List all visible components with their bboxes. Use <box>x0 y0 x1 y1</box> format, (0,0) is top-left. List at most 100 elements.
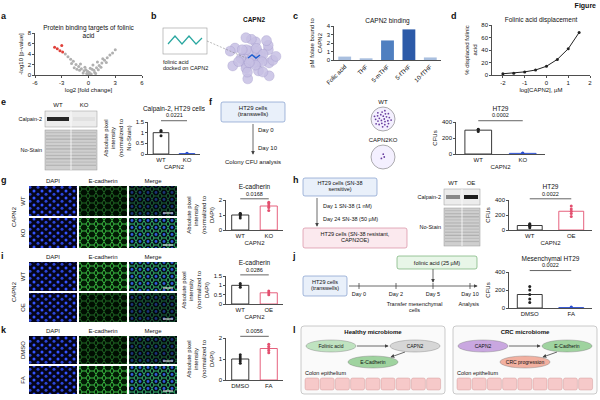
svg-text:8: 8 <box>28 30 32 36</box>
svg-text:1: 1 <box>141 130 145 136</box>
svg-text:5-mTHF: 5-mTHF <box>371 63 391 83</box>
svg-text:FA: FA <box>20 376 26 383</box>
svg-text:CAPN2: CAPN2 <box>244 314 265 320</box>
svg-text:200: 200 <box>495 287 506 293</box>
svg-text:0.0002: 0.0002 <box>492 112 509 118</box>
svg-text:Healthy microbiome: Healthy microbiome <box>344 329 402 335</box>
svg-text:Protein binding targets of fol: Protein binding targets of folinicacid <box>43 24 134 39</box>
svg-text:DAPI: DAPI <box>46 328 60 334</box>
svg-text:0: 0 <box>485 72 489 78</box>
svg-text:4: 4 <box>28 51 32 57</box>
svg-text:CAPN2: CAPN2 <box>475 343 492 349</box>
svg-text:Day 10: Day 10 <box>461 291 478 297</box>
svg-text:E-cadherin: E-cadherin <box>88 254 117 260</box>
svg-text:-3: -3 <box>59 80 65 86</box>
svg-text:Absolute pixelintensity(normal: Absolute pixelintensity(normalized toDAP… <box>186 195 215 234</box>
svg-text:Colon epithelium: Colon epithelium <box>457 370 498 376</box>
svg-text:1: 1 <box>219 212 223 218</box>
svg-text:Mesenchymal HT29: Mesenchymal HT29 <box>522 255 580 263</box>
svg-text:HT29: HT29 <box>493 105 509 112</box>
svg-text:0.0022: 0.0022 <box>542 191 559 197</box>
svg-text:Folic acid: Folic acid <box>325 64 347 86</box>
svg-text:3: 3 <box>114 80 118 86</box>
svg-text:80: 80 <box>481 22 488 28</box>
svg-text:HT29: HT29 <box>543 183 559 190</box>
svg-text:DAPI: DAPI <box>46 254 60 260</box>
svg-text:DMSO: DMSO <box>521 311 539 317</box>
svg-text:folinic aciddocked on CAPN2: folinic aciddocked on CAPN2 <box>163 59 208 71</box>
svg-text:KO: KO <box>518 157 527 163</box>
svg-text:-6: -6 <box>32 80 38 86</box>
svg-text:1.5: 1.5 <box>214 273 223 279</box>
svg-text:pM folate bound toCAPN2: pM folate bound toCAPN2 <box>309 17 323 67</box>
svg-text:6: 6 <box>140 80 144 86</box>
svg-text:400: 400 <box>495 269 506 275</box>
svg-text:200: 200 <box>495 212 506 218</box>
svg-text:log2 [fold change]: log2 [fold change] <box>65 87 113 93</box>
svg-text:0: 0 <box>219 301 223 307</box>
svg-text:WT: WT <box>53 102 63 108</box>
svg-text:DMSO: DMSO <box>20 341 26 359</box>
svg-text:CAPN2: CAPN2 <box>540 240 561 246</box>
svg-text:OE: OE <box>467 180 476 186</box>
svg-text:b: b <box>151 11 157 21</box>
svg-text:No-Stain: No-Stain <box>21 147 42 153</box>
svg-text:k: k <box>1 325 7 335</box>
svg-text:0.5: 0.5 <box>136 140 145 146</box>
svg-text:0: 0 <box>502 227 506 233</box>
svg-text:E-cadherin: E-cadherin <box>239 183 271 190</box>
svg-text:0: 0 <box>219 227 223 233</box>
svg-text:Analysis: Analysis <box>459 301 480 307</box>
svg-text:HT29 cells (SN-38 resistant,CA: HT29 cells (SN-38 resistant,CAPN2OE) <box>321 231 390 243</box>
svg-text:0.5: 0.5 <box>214 292 223 298</box>
svg-text:KO: KO <box>264 233 273 239</box>
svg-text:OE: OE <box>567 233 576 239</box>
svg-text:Colon epithelium: Colon epithelium <box>305 370 346 376</box>
svg-text:0: 0 <box>141 151 145 157</box>
svg-text:g: g <box>1 175 7 185</box>
svg-text:Figure: Figure <box>575 2 596 10</box>
svg-text:CAPN2KO: CAPN2KO <box>369 137 398 143</box>
svg-text:1: 1 <box>327 49 331 55</box>
svg-text:Calpain-2: Calpain-2 <box>18 116 42 122</box>
svg-text:1: 1 <box>219 282 223 288</box>
svg-text:WT: WT <box>474 157 484 163</box>
svg-text:WT: WT <box>525 233 535 239</box>
svg-text:Merge: Merge <box>144 254 162 260</box>
svg-text:1: 1 <box>219 356 223 362</box>
svg-text:KO: KO <box>80 102 89 108</box>
svg-text:400: 400 <box>442 119 453 125</box>
svg-text:KO: KO <box>20 228 26 237</box>
svg-text:20: 20 <box>481 60 488 66</box>
svg-text:Calpain-2: Calpain-2 <box>417 194 441 200</box>
svg-text:e: e <box>1 97 6 107</box>
svg-text:CFUs: CFUs <box>485 282 491 297</box>
svg-text:FA: FA <box>568 311 575 317</box>
svg-text:5-fTHF: 5-fTHF <box>394 63 412 81</box>
svg-text:Day 24 SN-38 (50 µM): Day 24 SN-38 (50 µM) <box>323 216 378 222</box>
svg-text:0.0286: 0.0286 <box>246 267 263 273</box>
svg-text:No-Stain: No-Stain <box>420 224 441 230</box>
svg-text:Folinic acid displacement: Folinic acid displacement <box>505 16 578 24</box>
svg-text:CAPN2: CAPN2 <box>407 343 424 349</box>
svg-text:E-Cadherin: E-Cadherin <box>360 359 386 365</box>
svg-text:E-Cadherin: E-Cadherin <box>554 343 580 349</box>
svg-text:2: 2 <box>28 62 32 68</box>
svg-text:-1: -1 <box>522 80 528 86</box>
svg-text:WT: WT <box>20 196 26 206</box>
svg-text:Day 5: Day 5 <box>426 291 440 297</box>
svg-text:0: 0 <box>87 80 91 86</box>
svg-text:l: l <box>293 325 296 335</box>
svg-text:OE: OE <box>264 307 273 313</box>
svg-text:WT: WT <box>448 180 458 186</box>
svg-text:0: 0 <box>28 72 32 78</box>
svg-text:0: 0 <box>327 57 331 63</box>
svg-text:a: a <box>1 11 7 21</box>
svg-text:3: 3 <box>327 32 331 38</box>
svg-text:i: i <box>1 251 4 261</box>
svg-text:0: 0 <box>219 377 223 383</box>
svg-text:60: 60 <box>481 35 488 41</box>
svg-text:DAPI: DAPI <box>46 178 60 184</box>
svg-text:0.0221: 0.0221 <box>166 112 183 118</box>
svg-text:h: h <box>293 175 299 185</box>
